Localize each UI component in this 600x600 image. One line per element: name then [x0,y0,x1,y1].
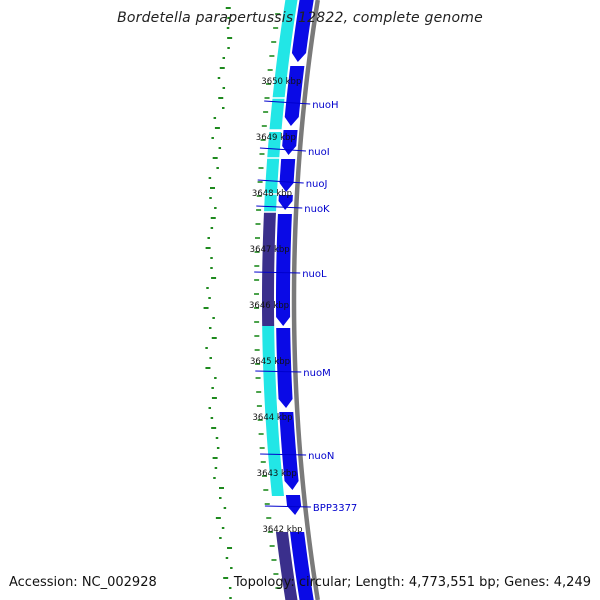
forward-gene-7 [276,328,293,408]
forward-gene-3 [282,130,298,155]
feature-segment-3 [262,212,277,326]
gene-leader-line [254,271,301,274]
scale-label: 3649 kbp [256,133,296,143]
scale-label: 3644 kbp [253,413,293,423]
forward-gene-10 [290,532,314,600]
forward-gene-4 [279,159,296,192]
forward-gene-8 [279,412,299,490]
scale-label: 3650 kbp [261,77,301,87]
forward-gene-6 [276,214,292,326]
forward-gene-2 [284,66,305,126]
scale-label: 3642 kbp [262,525,302,535]
map-title: Bordetella parapertussis 12822, complete… [117,10,483,26]
gene-label: nuoJ [306,179,328,190]
gene-label: nuoH [312,100,338,111]
feature-segment-5 [275,532,298,600]
gene-label: nuoN [308,451,334,462]
gene-label: nuoK [304,204,330,215]
gene-label: nuoL [302,269,327,280]
gene-leader-line [259,147,306,152]
scale-label: 3643 kbp [257,469,297,479]
gene-leader-line [264,505,311,508]
forward-gene-9 [285,495,302,515]
gene-label: nuoI [308,147,330,158]
gene-leader-line [255,370,302,373]
gene-leader-line [264,100,311,105]
forward-gene-1 [291,0,314,62]
scale-label: 3648 kbp [252,189,292,199]
gene-leader-line [260,453,307,456]
feature-segment-2 [264,132,282,212]
accession-label: Accession: NC_002928 [9,575,157,590]
gene-leader-line [256,205,303,209]
gene-label: BPP3377 [313,503,357,514]
genome-stats: Topology: circular; Length: 4,773,551 bp… [233,575,591,590]
scale-label: 3645 kbp [250,357,290,367]
scale-label: 3646 kbp [249,301,289,311]
gene-label: nuoM [303,368,330,379]
scale-label: 3647 kbp [250,245,290,255]
forward-gene-5 [278,195,293,210]
gene-leader-line [257,179,304,184]
feature-segment-4 [262,326,284,496]
backbone-line [291,0,320,600]
